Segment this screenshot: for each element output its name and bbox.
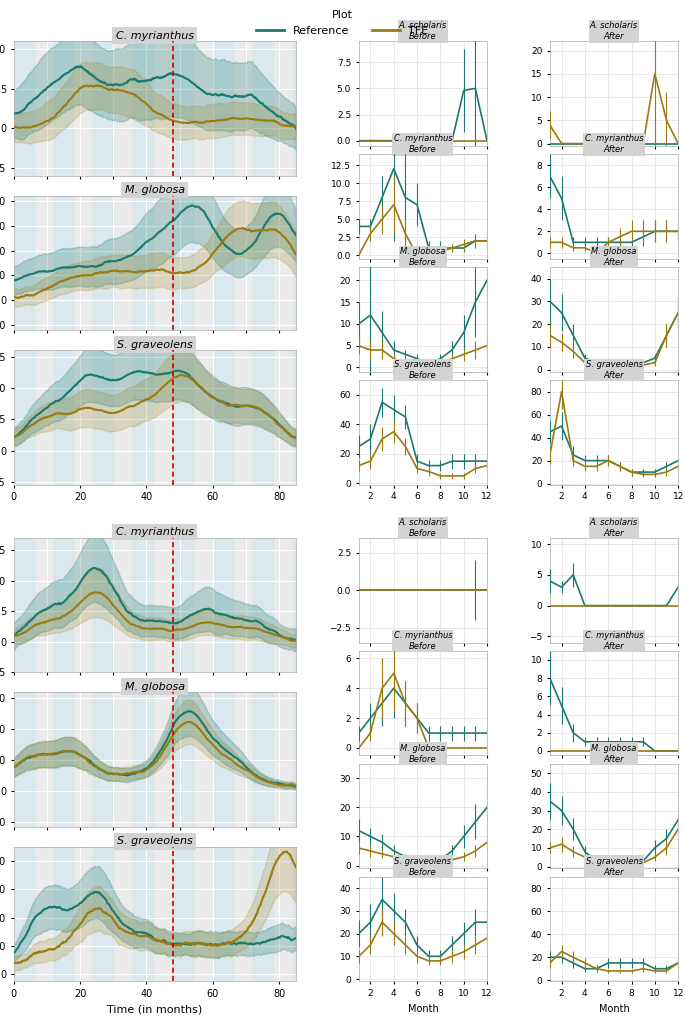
Bar (213, 847, 233, 981)
Bar (213, 538, 233, 672)
Bar (253, 350, 273, 484)
Title: M. globosa
Before: M. globosa Before (400, 247, 445, 268)
Bar (93, 196, 113, 331)
Bar (173, 538, 193, 672)
Bar (253, 847, 273, 981)
Bar (53, 538, 73, 672)
Bar (14, 692, 34, 826)
Bar (53, 196, 73, 331)
X-axis label: Time (in months): Time (in months) (107, 1004, 203, 1014)
Bar (173, 41, 193, 176)
Bar (93, 538, 113, 672)
Bar (53, 41, 73, 176)
Bar (133, 196, 153, 331)
Legend: Reference, TFE: Reference, TFE (252, 5, 433, 40)
Bar (53, 847, 73, 981)
X-axis label: Month: Month (599, 1003, 630, 1013)
Title: C. myrianthus
After: C. myrianthus After (585, 631, 643, 651)
Bar (14, 847, 34, 981)
X-axis label: Month: Month (408, 1003, 438, 1013)
Title: M. globosa: M. globosa (125, 682, 185, 692)
Bar (213, 692, 233, 826)
Title: A. scholaris
After: A. scholaris After (590, 22, 638, 41)
Bar (133, 350, 153, 484)
Title: C. myrianthus
Before: C. myrianthus Before (394, 631, 452, 651)
Bar (292, 538, 296, 672)
Title: A. scholaris
Before: A. scholaris Before (399, 22, 447, 41)
Bar (173, 196, 193, 331)
Bar (53, 350, 73, 484)
Bar (292, 692, 296, 826)
Bar (93, 847, 113, 981)
Bar (133, 847, 153, 981)
Bar (93, 350, 113, 484)
Bar (173, 692, 193, 826)
Bar (93, 692, 113, 826)
Bar (253, 692, 273, 826)
Title: M. globosa: M. globosa (125, 185, 185, 195)
Bar (292, 350, 296, 484)
Bar (133, 41, 153, 176)
Bar (133, 538, 153, 672)
Bar (14, 350, 34, 484)
Bar (253, 538, 273, 672)
Title: C. myrianthus: C. myrianthus (116, 31, 194, 40)
Title: M. globosa
After: M. globosa After (591, 247, 636, 268)
Bar (253, 196, 273, 331)
Title: S. graveolens
Before: S. graveolens Before (395, 361, 451, 380)
Bar (292, 847, 296, 981)
Title: C. myrianthus
After: C. myrianthus After (585, 134, 643, 154)
Bar (213, 41, 233, 176)
Title: C. myrianthus
Before: C. myrianthus Before (394, 134, 452, 154)
Bar (14, 538, 34, 672)
Bar (14, 41, 34, 176)
Bar (53, 692, 73, 826)
Title: M. globosa
After: M. globosa After (591, 744, 636, 763)
Title: S. graveolens: S. graveolens (117, 340, 192, 349)
Title: S. graveolens
After: S. graveolens After (586, 856, 643, 877)
Bar (173, 847, 193, 981)
Title: A. scholaris
After: A. scholaris After (590, 518, 638, 538)
Bar (213, 196, 233, 331)
Title: S. graveolens
After: S. graveolens After (586, 361, 643, 380)
Bar (133, 692, 153, 826)
Title: S. graveolens: S. graveolens (117, 836, 192, 846)
Bar (253, 41, 273, 176)
Title: M. globosa
Before: M. globosa Before (400, 744, 445, 763)
Bar (213, 350, 233, 484)
Title: C. myrianthus: C. myrianthus (116, 527, 194, 537)
Title: S. graveolens
Before: S. graveolens Before (395, 856, 451, 877)
Title: A. scholaris
Before: A. scholaris Before (399, 518, 447, 538)
Bar (93, 41, 113, 176)
Bar (292, 41, 296, 176)
Bar (292, 196, 296, 331)
Bar (173, 350, 193, 484)
Bar (14, 196, 34, 331)
